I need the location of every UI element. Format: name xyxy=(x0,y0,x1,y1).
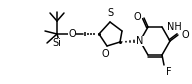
Text: O: O xyxy=(101,49,109,59)
Text: Si: Si xyxy=(53,38,61,48)
Text: F: F xyxy=(166,67,172,77)
Text: NH: NH xyxy=(167,22,182,32)
Text: O: O xyxy=(133,12,141,22)
Text: S: S xyxy=(107,8,113,18)
Text: O: O xyxy=(181,30,189,40)
Text: N: N xyxy=(136,36,144,46)
Text: O: O xyxy=(68,29,76,39)
